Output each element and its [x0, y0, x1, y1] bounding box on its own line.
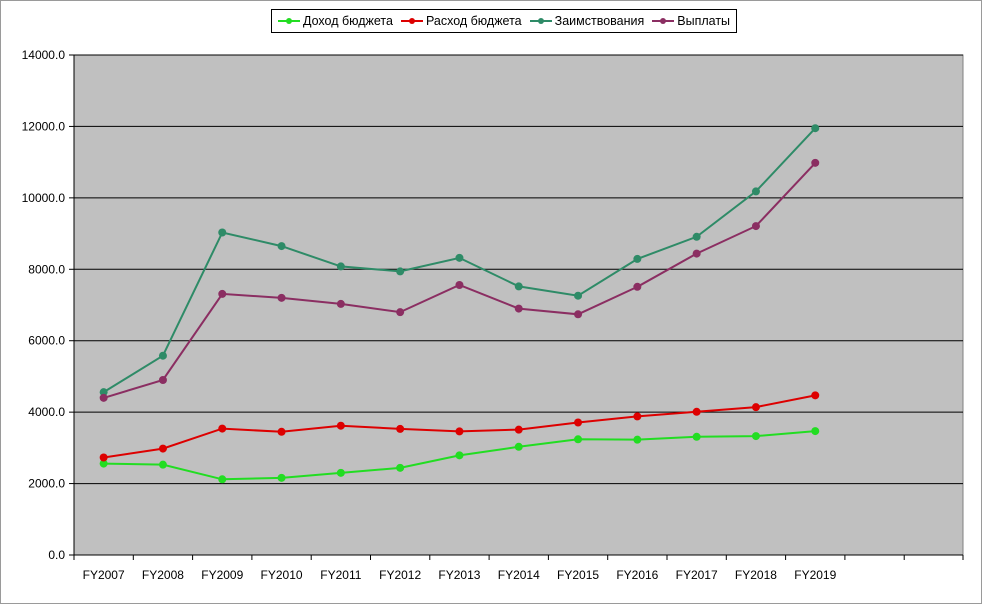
data-point-1-5: [396, 424, 405, 433]
legend-item-borrowing: Заимствования: [529, 14, 645, 28]
x-tick-label: FY2016: [616, 568, 658, 582]
data-point-1-12: [811, 391, 820, 400]
x-tick-label: FY2010: [261, 568, 303, 582]
data-point-1-7: [514, 425, 523, 434]
data-point-1-9: [633, 412, 642, 421]
data-point-2-11: [751, 187, 760, 196]
y-axis-ticks: 0.0 2000.0 4000.0 6000.0 8000.0 10000.0 12000.…: [22, 48, 74, 562]
data-point-3-7: [514, 304, 523, 313]
legend-label-borrowing: Заимствования: [554, 14, 645, 28]
data-point-1-11: [751, 403, 760, 412]
y-tick-label: 8000.0: [28, 262, 65, 276]
data-point-2-9: [633, 254, 642, 263]
data-point-1-10: [692, 407, 701, 416]
data-point-1-0: [99, 453, 108, 462]
data-point-0-6: [455, 451, 464, 460]
data-point-2-12: [811, 124, 820, 133]
data-point-2-5: [396, 267, 405, 276]
y-tick-label: 6000.0: [28, 334, 65, 348]
x-tick-label: FY2018: [735, 568, 777, 582]
data-point-0-3: [277, 473, 286, 482]
legend-item-revenue: Доход бюджета: [278, 14, 393, 28]
data-point-3-6: [455, 281, 464, 289]
data-point-3-12: [811, 158, 820, 167]
x-tick-label: FY2017: [676, 568, 718, 582]
data-point-1-4: [336, 421, 345, 430]
x-tick-label: FY2014: [498, 568, 540, 582]
y-tick-label: 10000.0: [22, 191, 66, 205]
data-point-3-11: [751, 222, 760, 231]
data-point-0-4: [336, 468, 345, 477]
data-point-2-0: [99, 388, 108, 397]
x-tick-label: FY2008: [142, 568, 184, 582]
x-tick-label: FY2019: [794, 568, 836, 582]
legend-label-expense: Расход бюджета: [425, 14, 522, 28]
legend-swatch-borrowing: [529, 18, 552, 24]
axes: [73, 55, 963, 556]
data-point-0-1: [158, 460, 167, 469]
data-point-3-4: [336, 299, 345, 308]
data-point-0-8: [574, 435, 583, 444]
data-point-1-2: [218, 424, 227, 433]
x-tick-label: FY2012: [379, 568, 421, 582]
data-point-3-8: [574, 310, 583, 319]
y-tick-label: 12000.0: [22, 119, 66, 133]
y-tick-label: 2000.0: [28, 477, 65, 491]
data-point-3-1: [158, 376, 167, 384]
x-tick-label: FY2007: [83, 568, 125, 582]
legend-swatch-expense: [400, 18, 423, 24]
legend-item-payments: Выплаты: [652, 14, 730, 28]
y-tick-label: 0.0: [48, 548, 65, 562]
data-point-3-10: [692, 249, 701, 258]
legend-swatch-payments: [652, 18, 675, 24]
chart-legend: Доход бюджета Расход бюджета Заимствован…: [271, 9, 738, 33]
data-point-2-2: [218, 228, 227, 237]
data-point-1-3: [277, 427, 286, 436]
data-point-3-2: [218, 289, 227, 298]
data-point-0-12: [811, 427, 820, 436]
data-point-0-2: [218, 475, 227, 484]
data-point-0-5: [396, 463, 405, 472]
data-point-3-9: [633, 282, 642, 291]
legend-swatch-revenue: [278, 18, 300, 24]
legend-item-expense: Расход бюджета: [400, 14, 522, 28]
legend-label-revenue: Доход бюджета: [303, 14, 393, 28]
data-point-2-3: [277, 242, 286, 251]
data-point-0-10: [692, 432, 701, 441]
data-point-0-9: [633, 435, 642, 444]
x-tick-label: FY2015: [557, 568, 599, 582]
data-point-0-11: [751, 432, 760, 441]
data-point-1-6: [455, 427, 464, 436]
data-point-3-3: [277, 293, 286, 302]
data-point-2-6: [455, 253, 464, 262]
data-point-2-8: [574, 291, 583, 300]
legend-label-payments: Выплаты: [677, 14, 731, 28]
series-points: [99, 124, 820, 484]
y-tick-label: 14000.0: [22, 48, 66, 62]
data-point-2-10: [692, 232, 701, 241]
data-point-2-1: [158, 351, 167, 360]
x-tick-label: FY2011: [320, 568, 361, 582]
data-point-2-7: [514, 282, 523, 291]
data-point-1-1: [158, 444, 167, 453]
x-tick-label: FY2013: [438, 568, 480, 582]
data-point-2-4: [336, 262, 345, 271]
data-point-3-5: [396, 308, 405, 317]
data-point-1-8: [574, 418, 583, 427]
data-point-0-0: [99, 459, 108, 468]
data-point-3-0: [99, 393, 108, 402]
x-axis-ticks: FY2007 FY2008 FY2009 FY2010 FY2011 FY2012 FY20…: [73, 555, 964, 582]
x-tick-label: FY2009: [201, 568, 243, 582]
grid-lines: [74, 54, 963, 485]
y-tick-label: 4000.0: [28, 405, 65, 419]
data-point-0-7: [514, 442, 523, 451]
